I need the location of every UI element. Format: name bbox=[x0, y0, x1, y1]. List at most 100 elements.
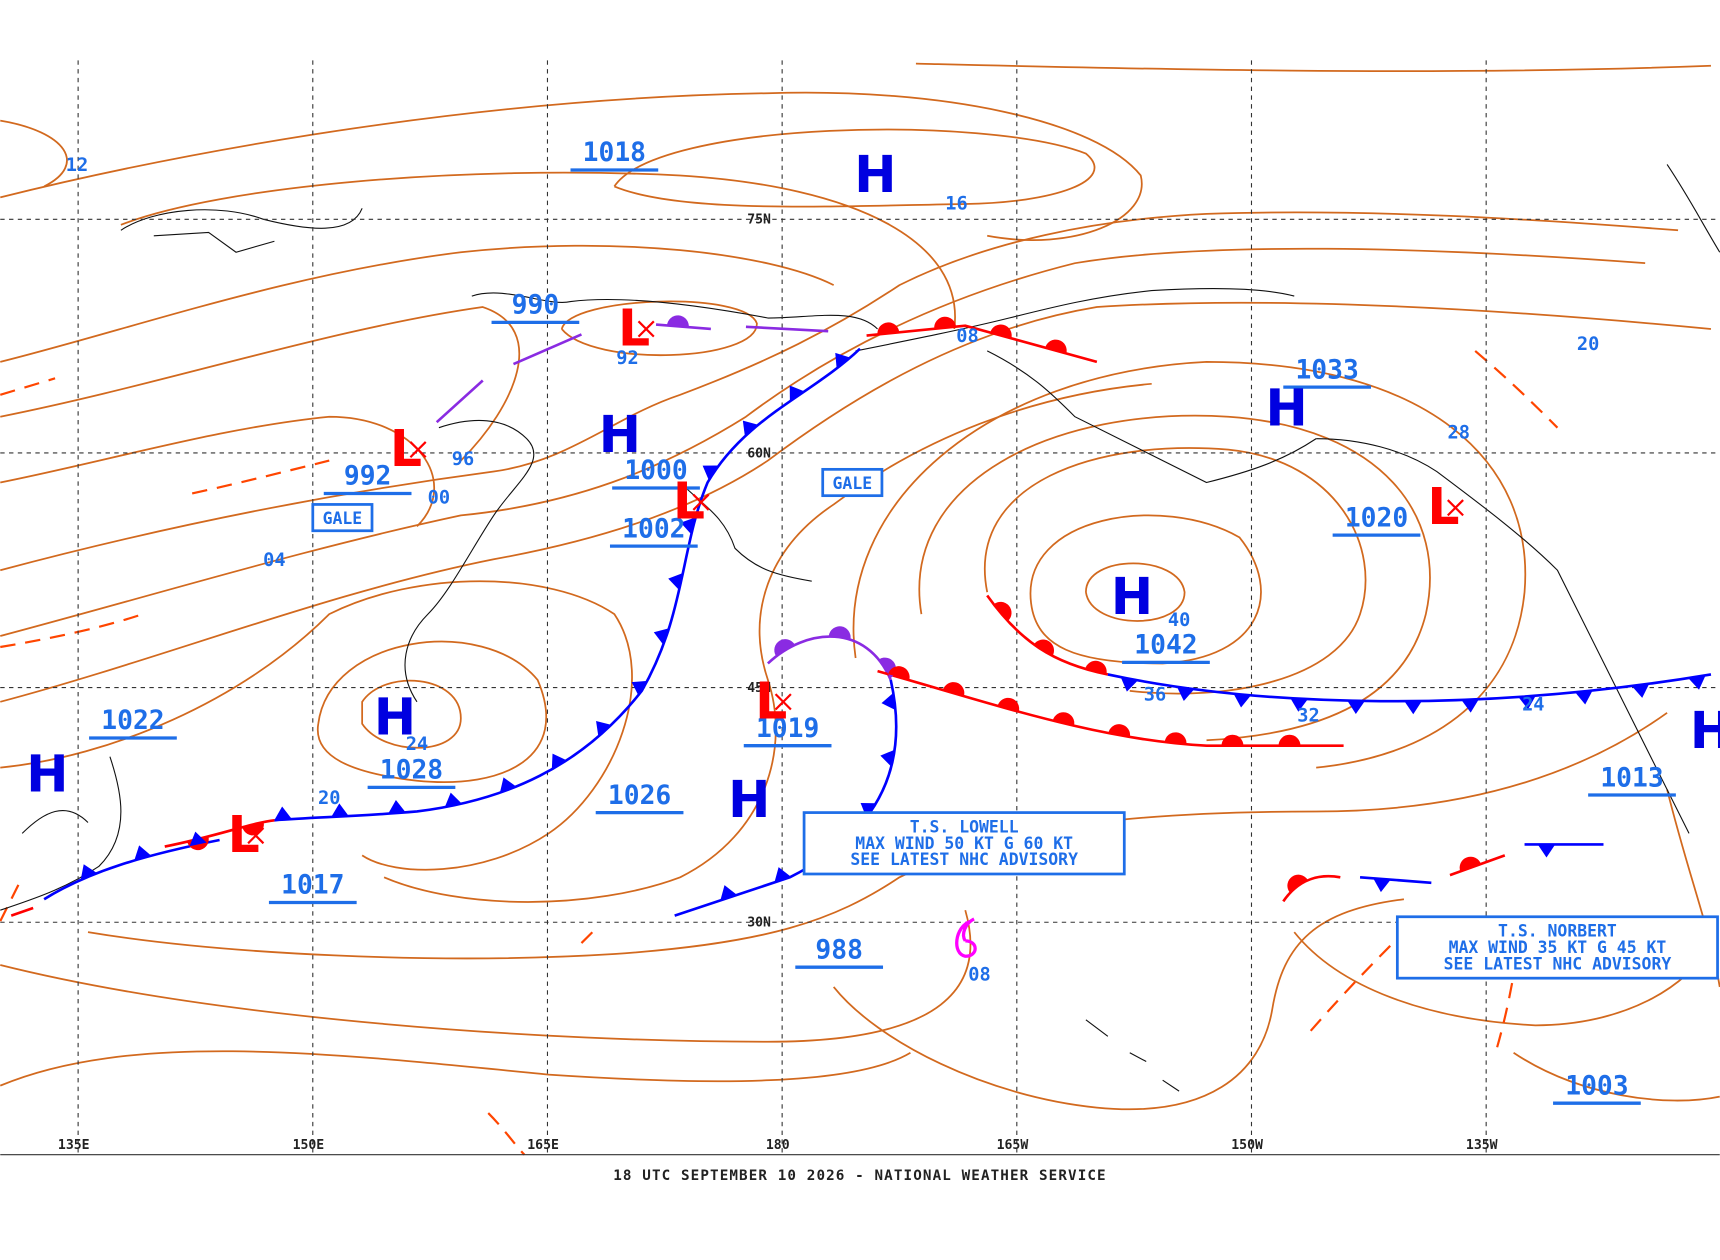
front-symbol bbox=[1688, 675, 1706, 690]
high-pressure-center: H bbox=[854, 145, 896, 204]
warm-front-semicircle bbox=[1052, 712, 1075, 726]
front-symbol bbox=[1575, 690, 1593, 705]
pressure-value: 20 bbox=[1577, 334, 1599, 355]
pressure-label: 988 bbox=[815, 935, 863, 965]
front-symbol bbox=[1459, 856, 1481, 872]
front-symbol bbox=[499, 777, 517, 793]
pressure-label: 1026 bbox=[608, 781, 671, 811]
front-symbol bbox=[1176, 686, 1195, 701]
front-symbol bbox=[668, 572, 683, 591]
cold-front-triangle bbox=[880, 749, 896, 767]
front-line bbox=[766, 635, 892, 681]
front-symbol bbox=[881, 692, 896, 711]
cold-front-triangle bbox=[1176, 686, 1195, 701]
warm-front-semicircle bbox=[1085, 660, 1107, 675]
front-symbol bbox=[1287, 874, 1308, 892]
front-symbol bbox=[828, 626, 851, 639]
front-line bbox=[1282, 874, 1341, 903]
pressure-value: 40 bbox=[1168, 610, 1190, 631]
high-pressure-center: H bbox=[26, 745, 68, 804]
front-symbol bbox=[860, 803, 877, 818]
front-symbol bbox=[666, 315, 689, 328]
advisory-text: SEE LATEST NHC ADVISORY bbox=[850, 850, 1078, 869]
cold-front-triangle bbox=[1373, 878, 1391, 893]
cold-front-triangle bbox=[1575, 690, 1593, 705]
pressure-value: 32 bbox=[1297, 706, 1319, 727]
front-symbol bbox=[1085, 660, 1107, 675]
longitude-label: 150E bbox=[293, 1138, 325, 1153]
cold-front-triangle bbox=[189, 831, 207, 847]
cold-front-triangle bbox=[134, 845, 152, 861]
front-symbol bbox=[1278, 734, 1301, 746]
pressure-value: 08 bbox=[968, 964, 990, 985]
pressure-label: 1028 bbox=[380, 756, 443, 786]
cold-front-triangle bbox=[444, 792, 462, 808]
troughs bbox=[0, 350, 1559, 1156]
front-symbol bbox=[990, 324, 1012, 339]
pressure-label: 1022 bbox=[101, 706, 164, 736]
pressure-value: 92 bbox=[616, 348, 638, 369]
front-symbol bbox=[1221, 734, 1244, 746]
longitude-label: 135E bbox=[58, 1138, 90, 1153]
front-symbol bbox=[388, 799, 406, 814]
front-symbol bbox=[1518, 695, 1536, 710]
pressure-value: 36 bbox=[1144, 685, 1166, 706]
front-symbol bbox=[997, 697, 1020, 712]
front-symbol bbox=[274, 806, 292, 821]
cold-front-triangle bbox=[1120, 677, 1138, 692]
cold-front-triangle bbox=[1631, 683, 1650, 698]
cold-front-triangle bbox=[1688, 675, 1706, 690]
front-symbol bbox=[631, 680, 648, 697]
cold-front-triangle bbox=[331, 803, 349, 818]
pressure-value: 20 bbox=[318, 788, 340, 809]
cold-front-triangle bbox=[596, 720, 612, 737]
gale-warning: GALE bbox=[323, 509, 363, 528]
gale-box bbox=[821, 467, 884, 498]
cold-front-triangle bbox=[551, 753, 567, 770]
longitude-label: 180 bbox=[766, 1138, 790, 1153]
warm-front-semicircle bbox=[1045, 339, 1067, 354]
pressure-value: 24 bbox=[406, 734, 428, 755]
front-symbol bbox=[551, 753, 567, 770]
cold-front-triangle bbox=[499, 777, 517, 793]
advisory-box bbox=[802, 811, 1126, 876]
longitude-label: 150W bbox=[1231, 1138, 1263, 1153]
cold-front-triangle bbox=[653, 628, 670, 645]
warm-front-semicircle bbox=[877, 322, 900, 335]
cold-front-triangle bbox=[789, 385, 805, 402]
front-symbol bbox=[1461, 699, 1479, 713]
front-symbol bbox=[774, 867, 792, 883]
warm-front-semicircle bbox=[1287, 874, 1308, 892]
pressure-value: 08 bbox=[956, 326, 978, 347]
cold-front-triangle bbox=[668, 572, 683, 591]
front-line bbox=[1107, 673, 1712, 703]
front-symbol bbox=[134, 845, 152, 861]
pressure-label: 1042 bbox=[1134, 631, 1197, 661]
high-pressure-center: H bbox=[599, 405, 641, 464]
high-pressure-center: H bbox=[374, 688, 416, 747]
pressure-label: 1019 bbox=[756, 714, 819, 744]
cold-front-triangle bbox=[80, 864, 97, 880]
warm-front-semicircle bbox=[993, 601, 1012, 622]
front-symbol bbox=[331, 803, 349, 818]
pressure-label: 1000 bbox=[624, 456, 687, 486]
cold-front-triangle bbox=[1347, 700, 1365, 714]
gale-warning: GALE bbox=[833, 474, 873, 493]
warm-front-semicircle bbox=[990, 324, 1012, 339]
latitude-label: 75N bbox=[747, 213, 771, 228]
warm-front-semicircle bbox=[828, 626, 851, 639]
warm-front-semicircle bbox=[774, 639, 795, 656]
front-symbol bbox=[596, 720, 612, 737]
latitude-label: 60N bbox=[747, 446, 771, 461]
advisory-text: MAX WIND 50 KT G 60 KT bbox=[855, 834, 1073, 853]
front-symbol bbox=[720, 885, 737, 901]
high-pressure-center: H bbox=[728, 770, 770, 829]
longitude-label: 135W bbox=[1466, 1138, 1498, 1153]
front-symbol bbox=[680, 517, 696, 535]
front-symbol bbox=[942, 682, 965, 697]
pressure-value: 16 bbox=[945, 193, 967, 214]
low-center-cross bbox=[247, 827, 265, 845]
gale-box bbox=[311, 503, 374, 533]
advisory-box bbox=[1395, 915, 1719, 980]
cold-front-triangle bbox=[680, 517, 696, 535]
